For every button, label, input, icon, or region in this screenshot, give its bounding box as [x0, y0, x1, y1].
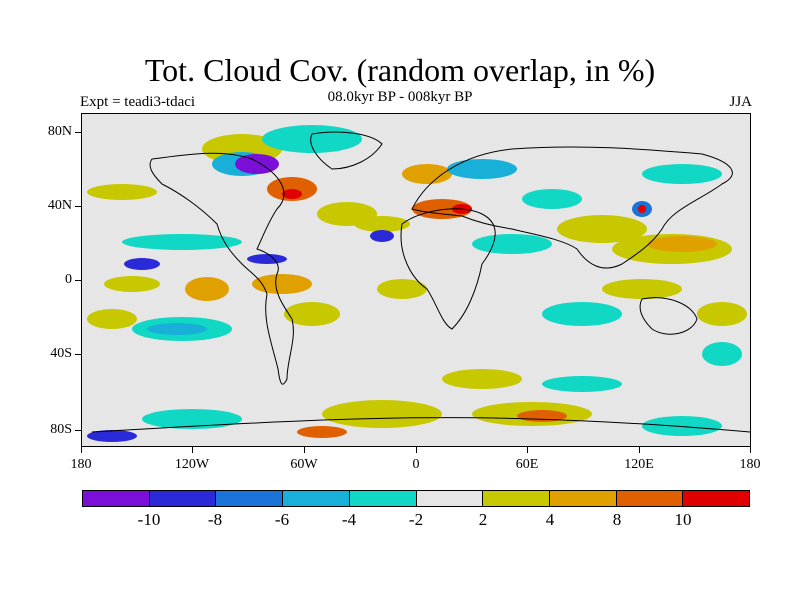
colorbar-label: 4 — [545, 510, 555, 529]
lon-label-120e: 120E — [624, 457, 654, 472]
lon-label-0: 0 — [412, 457, 420, 472]
anomaly-fields — [87, 125, 747, 442]
anomaly-map — [87, 125, 750, 442]
colorbar-box — [483, 491, 550, 506]
colorbar-label: 10 — [674, 510, 692, 529]
coastlines — [91, 131, 750, 433]
colorbar-label: 2 — [478, 510, 488, 529]
lon-label-180w: 180 — [70, 457, 92, 472]
lon-label-60w: 60W — [290, 457, 318, 472]
colorbar-box — [549, 491, 617, 506]
lat-label-40n: 40N — [47, 198, 72, 213]
colorbar-box — [683, 491, 750, 506]
map-panel — [81, 113, 751, 447]
lon-label-180e: 180 — [739, 457, 761, 472]
lat-label-0: 0 — [65, 272, 72, 287]
lon-label-60e: 60E — [515, 457, 539, 472]
colorbar-label: -6 — [274, 510, 290, 529]
colorbar-label: -10 — [137, 510, 161, 529]
lat-label-40s: 40S — [50, 346, 72, 361]
colorbar — [82, 490, 750, 507]
colorbar-label: -8 — [207, 510, 223, 529]
colorbar-box — [216, 491, 284, 506]
colorbar-box — [349, 491, 417, 506]
lat-label-80n: 80N — [47, 124, 72, 139]
season-label: JJA — [729, 94, 752, 110]
colorbar-box — [149, 491, 217, 506]
colorbar-label: 8 — [612, 510, 622, 529]
lon-label-120w: 120W — [174, 457, 210, 472]
colorbar-box — [283, 491, 350, 506]
colorbar-box — [83, 491, 150, 506]
colorbar-box — [416, 491, 484, 506]
lat-label-80s: 80S — [50, 422, 72, 437]
colorbar-label: -2 — [408, 510, 424, 529]
experiment-label: Expt = teadi3-tdaci — [80, 94, 196, 110]
chart-title: Tot. Cloud Cov. (random overlap, in %) — [144, 52, 656, 88]
colorbar-label: -4 — [341, 510, 357, 529]
colorbar-box — [616, 491, 684, 506]
chart-subtitle: 08.0kyr BP - 008kyr BP — [327, 89, 473, 105]
